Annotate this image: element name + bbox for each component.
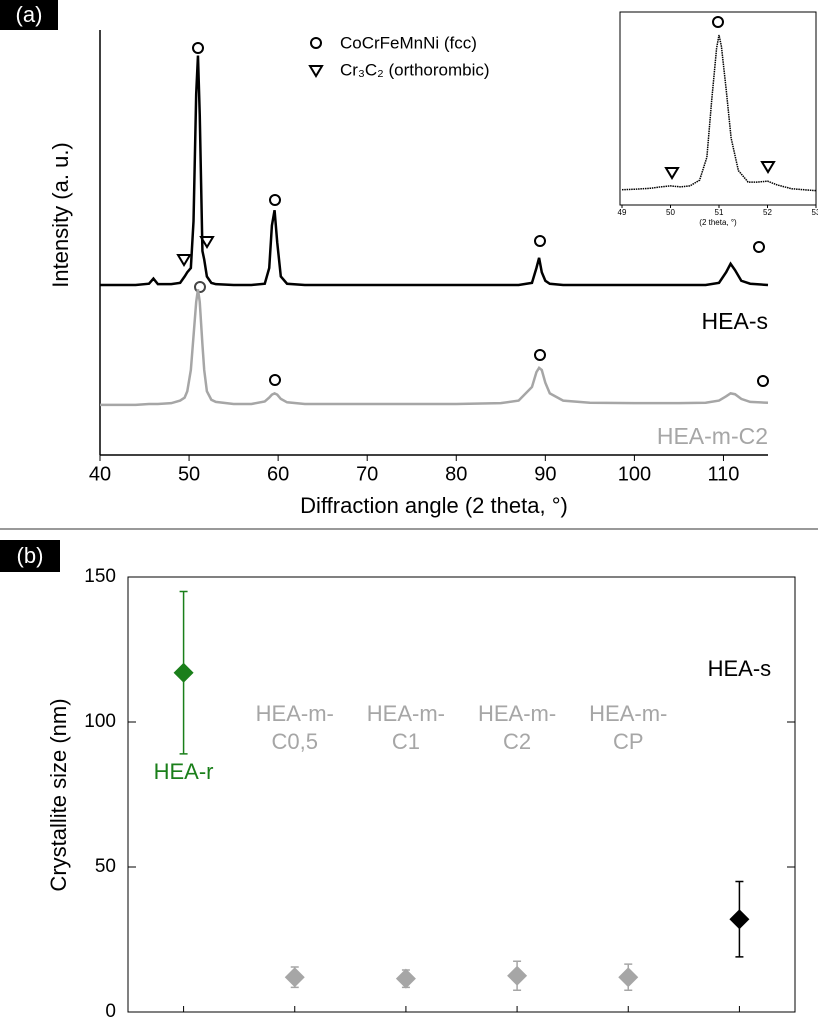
x-tick-label: 40 (89, 463, 111, 485)
y-axis-title: Crystallite size (nm) (46, 698, 71, 891)
point (507, 965, 528, 986)
y-tick-label: 0 (105, 1001, 116, 1022)
x-tick-label: 60 (267, 463, 289, 485)
x-tick-label: 80 (445, 463, 467, 485)
x-tick-label: 90 (534, 463, 556, 485)
x-tick-label: 110 (708, 463, 740, 485)
y-axis-title: Intensity (a. u.) (48, 142, 73, 288)
panel-label: (a) (16, 2, 43, 27)
point (729, 909, 750, 930)
inset-frame (619, 11, 817, 206)
panel-label: (b) (17, 543, 44, 568)
inset-x-title: (2 theta, °) (699, 218, 737, 227)
legend-text: Cr₃C₂ (orthorombic) (340, 60, 490, 79)
y-tick-label: 150 (84, 566, 116, 587)
x-tick-label: 53 (812, 208, 818, 217)
x-tick-label: 70 (356, 463, 378, 485)
point (395, 968, 416, 989)
x-tick-label: 50 (666, 208, 675, 217)
x-axis-title: Diffraction angle (2 theta, °) (300, 493, 568, 518)
plot-frame (127, 576, 796, 1013)
x-tick-label: 50 (178, 463, 200, 485)
category-label: HEA-m-C1 (366, 701, 446, 754)
data-line (621, 34, 817, 192)
point (618, 967, 639, 988)
category-label: HEA-m-C0,5 (255, 701, 334, 754)
data-line (100, 289, 769, 407)
x-tick-label: 51 (715, 208, 724, 217)
point (284, 967, 305, 988)
panel-box (0, 0, 58, 30)
category-label: HEA-r (153, 759, 214, 784)
x-tick-label: 49 (618, 208, 627, 217)
peak-markers (176, 16, 776, 387)
y-tick-label: 100 (84, 711, 116, 732)
legend-text: CoCrFeMnNi (fcc) (340, 33, 477, 52)
point (173, 662, 194, 683)
panel-box (0, 540, 60, 572)
series-label: HEA-m-C2 (657, 423, 768, 449)
x-tick-label: 100 (618, 463, 651, 485)
category-label: HEA-m-CP (589, 701, 668, 754)
y-tick-label: 50 (95, 856, 116, 877)
data-line (100, 55, 769, 287)
category-label: HEA-m-C2 (477, 701, 557, 754)
x-tick-label: 52 (763, 208, 772, 217)
series-label: HEA-s (702, 308, 768, 334)
category-label: HEA-s (707, 656, 772, 681)
